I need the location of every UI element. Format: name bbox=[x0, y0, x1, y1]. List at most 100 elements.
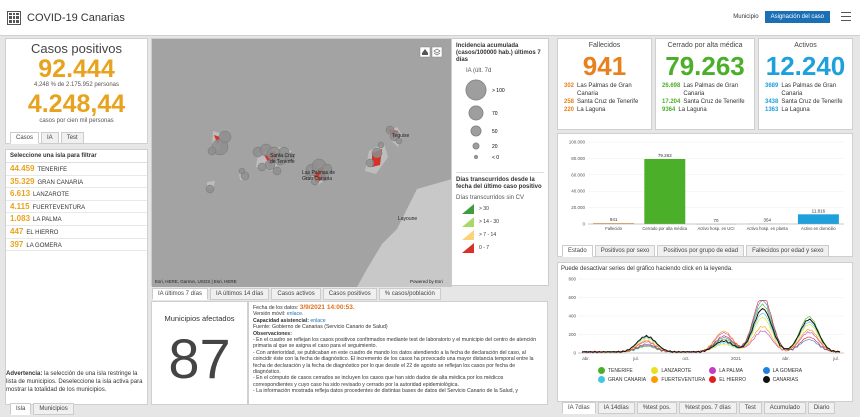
tab-test[interactable]: Test bbox=[60, 132, 84, 144]
legend-range-item: > 14 - 30 bbox=[462, 217, 544, 227]
capacidad-link[interactable]: enlace bbox=[310, 317, 326, 324]
stat-row: 26.698 Las Palmas de Gran Canaria bbox=[656, 82, 754, 98]
ia-line-chart: 800 600 400 200 0 abr. jul. oct. 2021 abr. jul. bbox=[568, 277, 844, 361]
isla-item[interactable]: 6.613 LANZAROTE bbox=[6, 188, 147, 201]
activos-total: 12.240 bbox=[765, 51, 846, 81]
isla-item[interactable]: 1.083 LA PALMA bbox=[6, 213, 147, 226]
isla-item[interactable]: 35.329 GRAN CANARIA bbox=[6, 176, 147, 189]
map-view[interactable]: Teguise Santa Cruz de Tenerife Las Palma… bbox=[151, 38, 452, 287]
legend-range-label: > 30 bbox=[479, 206, 489, 212]
x-category-label: Cerrado por alta médica bbox=[642, 226, 688, 231]
legend-series-item[interactable]: TENERIFE bbox=[598, 367, 647, 374]
map-label-santa-cruz-2: de Tenerife bbox=[270, 159, 295, 165]
stat-row: 9364 La Laguna bbox=[656, 106, 754, 114]
legend-series-item[interactable]: FUERTEVENTURA bbox=[651, 376, 705, 383]
legend-swatch bbox=[462, 243, 474, 253]
x-tick-label: abr. bbox=[582, 356, 590, 361]
ia-line-chart-panel: Puede desactivar series del gráfico haci… bbox=[557, 262, 853, 402]
x-category-label: Fallecido bbox=[605, 226, 622, 231]
legend-series-item[interactable]: LANZAROTE bbox=[651, 367, 705, 374]
tab-test[interactable]: Test bbox=[738, 402, 762, 414]
legend-dot-icon bbox=[598, 376, 605, 383]
legend-size-label: > 100 bbox=[492, 88, 505, 94]
tab-test-pos[interactable]: %test pos. bbox=[636, 402, 677, 414]
fuente-text: Fuente: Gobierno de Canarias (Servicio C… bbox=[253, 324, 388, 331]
stat-row-value: 302 bbox=[564, 83, 575, 89]
isla-bottom-tabs: Isla Municipios bbox=[10, 403, 74, 415]
isla-name: LA GOMERA bbox=[26, 242, 62, 249]
isla-item[interactable]: 4.115 FUERTEVENTURA bbox=[6, 201, 147, 214]
legend-range-label: > 7 - 14 bbox=[479, 232, 497, 238]
municipio-label[interactable]: Municipio bbox=[733, 14, 759, 20]
y-tick-label: 100.000 bbox=[569, 140, 586, 145]
fallecidos-rows: 302 Las Palmas de Gran Canaria 258 Santa Cr… bbox=[558, 82, 651, 114]
legend-series-item[interactable]: CANARIAS bbox=[762, 376, 812, 383]
tab-fallecidos-edad[interactable]: Fallecidos por edad y sexo bbox=[746, 245, 830, 257]
stat-row-value: 1363 bbox=[765, 107, 779, 113]
legend-dot-icon bbox=[709, 376, 717, 383]
bar-value-label: 941 bbox=[610, 217, 618, 222]
map-label-las-palmas-2: Gran Canaria bbox=[302, 176, 332, 182]
y-tick-label: 60.000 bbox=[571, 172, 585, 177]
stat-row-label: Santa Cruz de Tenerife bbox=[577, 99, 639, 105]
tab-municipios[interactable]: Municipios bbox=[33, 403, 74, 415]
legend-series-item[interactable]: EL HIERRO bbox=[709, 376, 758, 383]
isla-item[interactable]: 447 EL HIERRO bbox=[6, 226, 147, 239]
isla-item[interactable]: 397 LA GOMERA bbox=[6, 239, 147, 252]
isla-item[interactable]: 44.459 TENERIFE bbox=[6, 163, 147, 176]
series-line[interactable] bbox=[582, 307, 841, 354]
tab-pct-poblacion[interactable]: % casos/población bbox=[378, 288, 441, 300]
casos-panel: Casos positivos 92.444 4,248 % de 2.175.… bbox=[5, 38, 148, 144]
tab-test-pos-7[interactable]: %test pos. 7 días bbox=[678, 402, 737, 414]
tab-ia-14[interactable]: IA últimos 14 días bbox=[210, 288, 270, 300]
tab-ia[interactable]: IA bbox=[41, 132, 59, 144]
legend-dot-icon bbox=[762, 367, 770, 374]
map-label-teguise: Teguise bbox=[392, 133, 409, 139]
legend-series-name: TENERIFE bbox=[608, 367, 633, 374]
basemap-button[interactable] bbox=[431, 46, 443, 58]
line-legend[interactable]: TENERIFE LANZAROTE LA PALMA LA GOMERA GRAN C… bbox=[558, 367, 852, 383]
casos-pct: 4,248 % de 2.175.952 personas bbox=[33, 82, 120, 88]
tab-ia-7dias[interactable]: IA 7días bbox=[562, 402, 596, 414]
municipios-count: 87 bbox=[168, 327, 231, 390]
isla-value: 397 bbox=[10, 239, 24, 249]
tab-casos[interactable]: Casos bbox=[10, 132, 40, 144]
islas-list: 44.459 TENERIFE 35.329 GRAN CANARIA 6.613 LAN… bbox=[6, 163, 147, 252]
y-tick-label: 800 bbox=[568, 277, 576, 282]
map-powered: Powered by Esri bbox=[410, 279, 443, 284]
bar-value-label: 79.263 bbox=[658, 153, 672, 158]
tab-positivos-edad[interactable]: Positivos por grupo de edad bbox=[657, 245, 745, 257]
hamburger-menu-icon[interactable] bbox=[841, 12, 851, 21]
isla-value: 447 bbox=[10, 226, 24, 236]
legend-series-item[interactable]: GRAN CANARIA bbox=[598, 376, 647, 383]
tab-casos-activos[interactable]: Casos activos bbox=[271, 288, 321, 300]
legend-circle-0 bbox=[474, 155, 478, 159]
tab-acumulado[interactable]: Acumulado bbox=[763, 402, 806, 414]
legend-swatch bbox=[462, 230, 474, 240]
legend-series-item[interactable]: LA GOMERA bbox=[762, 367, 812, 374]
legend-series-item[interactable]: LA PALMA bbox=[709, 367, 758, 374]
version-link[interactable]: enlace. bbox=[286, 311, 304, 318]
stat-row-label: La Laguna bbox=[781, 107, 810, 113]
bar-value-label: 70 bbox=[713, 218, 719, 223]
asignacion-button[interactable]: Asignación del caso bbox=[764, 11, 830, 23]
legend-range-item: > 7 - 14 bbox=[462, 230, 544, 240]
tab-ia-14dias[interactable]: IA 14días bbox=[597, 402, 635, 414]
series-line[interactable] bbox=[581, 326, 841, 354]
legend-circle-20 bbox=[472, 142, 480, 150]
map-svg: Teguise Santa Cruz de Tenerife Las Palma… bbox=[152, 39, 452, 287]
tab-diario[interactable]: Diario bbox=[807, 402, 836, 414]
stat-row-label: Las Palmas de Gran Canaria bbox=[577, 83, 632, 97]
cerrado-rows: 26.698 Las Palmas de Gran Canaria 17.204 Sa… bbox=[656, 82, 754, 114]
bar[interactable] bbox=[644, 159, 686, 224]
app-title: COVID-19 Canarias bbox=[27, 11, 125, 24]
isla-name: EL HIERRO bbox=[26, 229, 59, 236]
tab-casos-positivos[interactable]: Casos positivos bbox=[322, 288, 377, 300]
tab-positivos-sexo[interactable]: Positivos por sexo bbox=[594, 245, 656, 257]
legend-size-label: 70 bbox=[492, 111, 498, 117]
tab-ia-7[interactable]: IA últimos 7 días bbox=[152, 288, 209, 300]
tab-estado[interactable]: Estado bbox=[562, 245, 593, 257]
bar[interactable] bbox=[797, 214, 839, 224]
tab-isla[interactable]: Isla bbox=[10, 403, 32, 415]
bar[interactable] bbox=[593, 223, 635, 224]
